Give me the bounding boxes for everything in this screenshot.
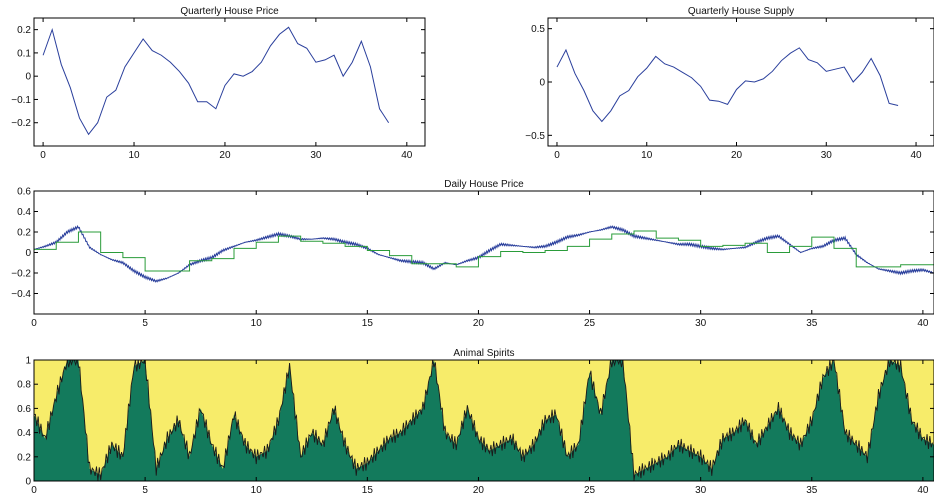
- x-tick-label: 0: [554, 150, 560, 161]
- chart-panel-2: Quarterly House Supply 0 10 20 30 40 −0.5 0 0.5: [525, 6, 934, 161]
- series-line-3-1: [34, 224, 934, 283]
- animal-spirits-area: [34, 360, 934, 481]
- series-line-2-1: [556, 47, 899, 123]
- y-tick-label: 0.1: [17, 48, 31, 59]
- animal-spirits-line: [34, 360, 934, 481]
- y-tick-label: 0.2: [17, 228, 31, 239]
- y-tick-label: 0: [25, 72, 31, 83]
- chart-panel-3: Daily House Price 0 5 10 15 20 25 30 35 40 −0.4 −0.…: [11, 179, 934, 329]
- y-tick-label: −0.2: [11, 269, 31, 280]
- y-tick-label: 0.2: [17, 452, 31, 463]
- chart-panel-4: Animal Spirits 0 5 10 15 20 25 30 35 40 0 0.2 0.4 0.6…: [17, 348, 934, 496]
- x-tick-label: 0: [40, 150, 46, 161]
- y-tick-label: 0.4: [17, 428, 31, 439]
- x-tick-label: 35: [806, 485, 818, 496]
- plot-frame-3: [33, 190, 934, 315]
- plot-frame-1: [33, 17, 426, 147]
- x-tick-label: 20: [219, 150, 231, 161]
- y-tick-label: 1: [25, 356, 31, 367]
- x-tick-label: 5: [142, 485, 148, 496]
- series-line-3-2: [34, 230, 934, 272]
- x-tick-label: 35: [806, 318, 818, 329]
- chart-panel-1: Quarterly House Price 0 10 20 30 40 −0.2 −0.1 0 0…: [11, 6, 426, 161]
- y-tick-label: 0.5: [531, 24, 545, 35]
- y-tick-label: 0: [25, 477, 31, 488]
- y-tick-label: −0.4: [11, 289, 31, 300]
- x-tick-label: 15: [362, 318, 374, 329]
- y-tick-label: −0.1: [11, 95, 31, 106]
- y-tick-label: −0.2: [11, 118, 31, 129]
- x-tick-label: 40: [917, 318, 929, 329]
- x-tick-label: 30: [695, 485, 707, 496]
- series-line-1-1: [42, 26, 390, 136]
- y-tick-label: −0.5: [525, 131, 545, 142]
- x-tick-label: 40: [401, 150, 413, 161]
- x-tick-label: 0: [31, 318, 37, 329]
- x-tick-label: 25: [584, 318, 596, 329]
- plot-frame-2: [547, 17, 934, 147]
- y-tick-label: 0: [539, 78, 545, 89]
- x-tick-label: 15: [362, 485, 374, 496]
- x-tick-label: 20: [731, 150, 743, 161]
- x-tick-label: 5: [142, 318, 148, 329]
- plot-frame-4: [33, 359, 934, 482]
- y-tick-label: 0.6: [17, 404, 31, 415]
- x-tick-label: 10: [641, 150, 653, 161]
- x-tick-label: 0: [31, 485, 37, 496]
- y-tick-label: 0.6: [17, 187, 31, 198]
- x-tick-label: 10: [251, 318, 263, 329]
- x-tick-label: 20: [473, 318, 485, 329]
- x-tick-label: 30: [821, 150, 833, 161]
- y-tick-label: 0.8: [17, 380, 31, 391]
- x-tick-label: 20: [473, 485, 485, 496]
- chart-title-2: Quarterly House Supply: [688, 6, 794, 17]
- y-tick-label: 0.4: [17, 207, 31, 218]
- x-tick-label: 10: [128, 150, 140, 161]
- x-tick-label: 30: [695, 318, 707, 329]
- x-tick-label: 25: [584, 485, 596, 496]
- chart-title-4: Animal Spirits: [453, 348, 514, 359]
- x-tick-label: 40: [917, 485, 929, 496]
- x-tick-label: 10: [251, 485, 263, 496]
- x-tick-label: 40: [910, 150, 922, 161]
- chart-title-3: Daily House Price: [444, 179, 524, 190]
- y-tick-label: 0: [25, 248, 31, 259]
- x-tick-label: 30: [310, 150, 322, 161]
- y-tick-label: 0.2: [17, 25, 31, 36]
- chart-title-1: Quarterly House Price: [180, 6, 279, 17]
